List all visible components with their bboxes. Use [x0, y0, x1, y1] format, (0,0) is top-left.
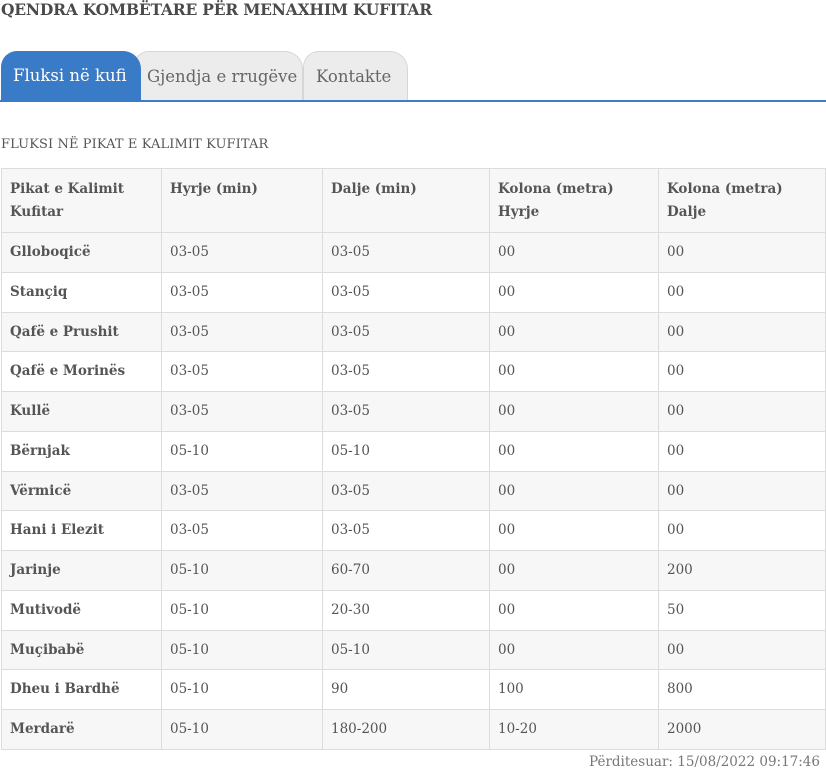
- exit-time-cell: 05-10: [322, 629, 490, 671]
- table-row: Jarinje 05-10 60-70 00 200: [1, 550, 826, 591]
- queue-exit-cell: 00: [658, 510, 826, 551]
- exit-time-cell: 60-70: [322, 550, 490, 591]
- crossing-point-cell: Vërmicë: [1, 470, 162, 512]
- entry-time-cell: 03-05: [161, 271, 323, 313]
- queue-entry-cell: 00: [489, 430, 659, 472]
- last-updated: Përditesuar: 15/08/2022 09:17:46: [589, 754, 820, 770]
- queue-entry-cell: 00: [489, 232, 659, 273]
- queue-exit-cell: 200: [658, 550, 826, 591]
- entry-time-cell: 05-10: [161, 430, 323, 472]
- queue-exit-cell: 50: [658, 589, 826, 631]
- crossing-point-cell: Hani i Elezit: [1, 510, 162, 551]
- entry-time-cell: 03-05: [161, 470, 323, 512]
- queue-exit-cell: 800: [658, 669, 826, 710]
- crossing-point-cell: Jarinje: [1, 550, 162, 591]
- table-row: Qafë e Prushit 03-05 03-05 00 00: [1, 311, 826, 353]
- crossing-point-cell: Dheu i Bardhë: [1, 669, 162, 710]
- queue-exit-cell: 00: [658, 232, 826, 273]
- queue-entry-cell: 00: [489, 470, 659, 512]
- exit-time-cell: 20-30: [322, 589, 490, 631]
- page-title: QENDRA KOMBËTARE PËR MENAXHIM KUFITAR: [1, 0, 432, 19]
- queue-exit-cell: 2000: [658, 709, 826, 750]
- queue-entry-cell: 00: [489, 550, 659, 591]
- exit-time-cell: 03-05: [322, 271, 490, 313]
- entry-time-cell: 03-05: [161, 391, 323, 432]
- queue-exit-cell: 00: [658, 470, 826, 512]
- table-row: Hani i Elezit 03-05 03-05 00 00: [1, 510, 826, 551]
- table-body: Glloboqicë 03-05 03-05 00 00 Stançiq 03-05 03-0…: [1, 232, 826, 750]
- section-title: FLUKSI NË PIKAT E KALIMIT KUFITAR: [1, 137, 269, 152]
- table-row: Muçibabë 05-10 05-10 00 00: [1, 629, 826, 671]
- header-entry-min: Hyrje (min): [161, 168, 323, 233]
- crossing-point-cell: Bërnjak: [1, 430, 162, 472]
- crossing-point-cell: Glloboqicë: [1, 232, 162, 273]
- table-header-row: Pikat e Kalimit Kufitar Hyrje (min) Dalje…: [1, 168, 826, 233]
- table-row: Mutivodë 05-10 20-30 00 50: [1, 589, 826, 631]
- queue-exit-cell: 00: [658, 391, 826, 432]
- crossing-point-cell: Muçibabë: [1, 629, 162, 671]
- tab-fluksi-ne-kufi[interactable]: Fluksi në kufi: [1, 51, 141, 102]
- exit-time-cell: 03-05: [322, 470, 490, 512]
- header-crossing-point: Pikat e Kalimit Kufitar: [1, 168, 162, 233]
- queue-exit-cell: 00: [658, 271, 826, 313]
- table-row: Glloboqicë 03-05 03-05 00 00: [1, 232, 826, 273]
- header-exit-min: Dalje (min): [322, 168, 490, 233]
- exit-time-cell: 03-05: [322, 232, 490, 273]
- queue-entry-cell: 00: [489, 629, 659, 671]
- queue-entry-cell: 00: [489, 589, 659, 631]
- entry-time-cell: 03-05: [161, 232, 323, 273]
- crossing-point-cell: Qafë e Prushit: [1, 311, 162, 353]
- entry-time-cell: 05-10: [161, 550, 323, 591]
- exit-time-cell: 03-05: [322, 351, 490, 392]
- queue-entry-cell: 00: [489, 271, 659, 313]
- queue-exit-cell: 00: [658, 430, 826, 472]
- tab-underline: [0, 100, 826, 102]
- crossing-point-cell: Merdarë: [1, 709, 162, 750]
- queue-entry-cell: 00: [489, 351, 659, 392]
- table-row: Kullë 03-05 03-05 00 00: [1, 391, 826, 432]
- crossing-point-cell: Mutivodë: [1, 589, 162, 631]
- queue-entry-cell: 00: [489, 510, 659, 551]
- entry-time-cell: 05-10: [161, 709, 323, 750]
- queue-entry-cell: 00: [489, 311, 659, 353]
- queue-entry-cell: 10-20: [489, 709, 659, 750]
- queue-exit-cell: 00: [658, 629, 826, 671]
- entry-time-cell: 03-05: [161, 311, 323, 353]
- table-row: Dheu i Bardhë 05-10 90 100 800: [1, 669, 826, 710]
- queue-entry-cell: 00: [489, 391, 659, 432]
- entry-time-cell: 05-10: [161, 629, 323, 671]
- tab-gjendja-e-rrugeve[interactable]: Gjendja e rrugëve: [133, 51, 303, 100]
- exit-time-cell: 05-10: [322, 430, 490, 472]
- entry-time-cell: 03-05: [161, 510, 323, 551]
- crossing-point-cell: Stançiq: [1, 271, 162, 313]
- exit-time-cell: 03-05: [322, 510, 490, 551]
- header-queue-exit: Kolona (metra) Dalje: [658, 168, 826, 233]
- queue-entry-cell: 100: [489, 669, 659, 710]
- table-row: Merdarë 05-10 180-200 10-20 2000: [1, 709, 826, 750]
- entry-time-cell: 05-10: [161, 589, 323, 631]
- exit-time-cell: 03-05: [322, 311, 490, 353]
- exit-time-cell: 03-05: [322, 391, 490, 432]
- border-flux-table: Pikat e Kalimit Kufitar Hyrje (min) Dalje…: [1, 168, 826, 750]
- crossing-point-cell: Qafë e Morinës: [1, 351, 162, 392]
- queue-exit-cell: 00: [658, 311, 826, 353]
- table-row: Vërmicë 03-05 03-05 00 00: [1, 470, 826, 512]
- crossing-point-cell: Kullë: [1, 391, 162, 432]
- exit-time-cell: 90: [322, 669, 490, 710]
- table-row: Stançiq 03-05 03-05 00 00: [1, 271, 826, 313]
- tab-kontakte[interactable]: Kontakte: [303, 51, 408, 100]
- table-row: Qafë e Morinës 03-05 03-05 00 00: [1, 351, 826, 392]
- queue-exit-cell: 00: [658, 351, 826, 392]
- entry-time-cell: 03-05: [161, 351, 323, 392]
- tab-bar: Fluksi në kufi Gjendja e rrugëve Kontakt…: [0, 51, 826, 102]
- table-row: Bërnjak 05-10 05-10 00 00: [1, 430, 826, 472]
- exit-time-cell: 180-200: [322, 709, 490, 750]
- entry-time-cell: 05-10: [161, 669, 323, 710]
- header-queue-entry: Kolona (metra) Hyrje: [489, 168, 659, 233]
